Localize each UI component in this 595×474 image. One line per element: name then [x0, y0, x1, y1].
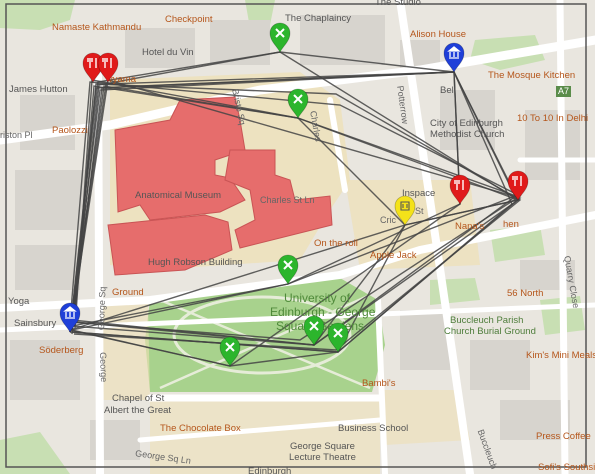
label-vyama: vyama [108, 74, 136, 85]
label-charles-st: Charles St Ln [260, 195, 315, 205]
label-crichton: Cric [380, 215, 396, 225]
restaurant-icon [87, 58, 97, 68]
label-checkpoint: Checkpoint [165, 14, 213, 25]
label-university-1: University of [284, 291, 351, 305]
label-chaplaincy: The Chaplaincy [285, 13, 352, 24]
label-paolozzi: Paolozzi [52, 125, 88, 136]
visited-marker[interactable] [277, 254, 299, 285]
food-marker[interactable] [97, 52, 119, 83]
landmark-icon [447, 46, 461, 59]
label-crichton-st: St [415, 206, 424, 216]
restaurant-icon [454, 180, 464, 190]
label-ten-to-ten: 10 To 10 In Delhi [517, 113, 589, 124]
label-anatomical: Anatomical Museum [135, 190, 222, 201]
label-hugh-robson: Hugh Robson Building [148, 257, 243, 268]
label-university-2: Edinburgh - George [270, 305, 376, 319]
landmark-marker[interactable] [59, 302, 81, 333]
visited-marker[interactable] [287, 88, 309, 119]
restaurant-icon [102, 58, 112, 68]
route-line [71, 83, 522, 351]
label-ground: Ground [112, 287, 144, 298]
label-kims: Kim's Mini Meals [526, 350, 595, 361]
label-sainsbury: Sainsbury [14, 318, 57, 329]
label-soderberg: Söderberg [39, 345, 84, 356]
visited-marker[interactable] [327, 322, 349, 353]
visited-marker[interactable] [269, 22, 291, 53]
label-chapel-2: Albert the Great [104, 405, 172, 416]
food-marker[interactable] [449, 174, 471, 205]
label-bambis: Bambi's [362, 378, 396, 389]
label-studio: The Studio [375, 0, 421, 8]
label-apple: Apple Jack [370, 250, 417, 261]
label-inspace: Inspace [402, 188, 436, 199]
route-line [69, 51, 520, 331]
label-nana: Nana's [455, 221, 485, 232]
current-marker[interactable] [394, 195, 416, 226]
label-city-church-2: Methodist Church [430, 129, 505, 140]
label-mosque-kitchen: The Mosque Kitchen [488, 70, 576, 81]
label-press-coffee: Press Coffee [536, 431, 591, 442]
label-sofis: Sofi's Southsid [538, 462, 595, 473]
route-line [69, 81, 522, 341]
label-buccleuch-2: Church Burial Ground [444, 326, 536, 337]
label-gs-theatre-1: George Square [290, 441, 355, 452]
landmark-marker[interactable] [443, 42, 465, 73]
label-bell: Bell [440, 85, 456, 96]
check-icon [283, 260, 293, 270]
label-hotel-du-vin: Hotel du Vin [142, 47, 194, 58]
route-line [71, 85, 518, 346]
check-icon [275, 28, 285, 38]
label-edinburgh: Edinburgh [248, 466, 292, 474]
route-line [71, 71, 513, 353]
visited-marker[interactable] [303, 315, 325, 346]
label-oriston: riston Pl [0, 130, 33, 140]
label-gs-theatre-2: Lecture Theatre [289, 452, 356, 463]
check-icon [309, 321, 319, 331]
label-style-yoga: Yoga [8, 296, 30, 307]
label-alison: Alison House [410, 29, 466, 40]
label-business-school: Business School [338, 423, 409, 434]
restaurant-icon [512, 176, 522, 186]
label-on-the-roll: On the roll [314, 238, 358, 249]
building-icon [400, 201, 410, 211]
food-marker[interactable] [507, 170, 529, 201]
label-a7: A7 [556, 86, 572, 97]
label-chocolate-box: The Chocolate Box [160, 423, 241, 434]
check-icon [225, 342, 235, 352]
label-james-hutton: James Hutton [9, 84, 68, 95]
check-icon [293, 94, 303, 104]
label-city-church-1: City of Edinburgh [430, 118, 503, 129]
food-marker[interactable] [82, 52, 104, 83]
route-line [69, 71, 516, 333]
label-chen: hen [503, 219, 519, 230]
label-56-north: 56 North [507, 288, 544, 299]
visited-marker[interactable] [219, 336, 241, 367]
label-buccleuch-1: Buccleuch Parish [450, 315, 524, 326]
check-icon [333, 328, 343, 338]
route-line [71, 79, 406, 346]
landmark-icon [63, 306, 77, 319]
label-chapel-1: Chapel of St [112, 393, 165, 404]
route-line [69, 71, 461, 367]
label-namaste: Namaste Kathmandu [52, 22, 142, 33]
